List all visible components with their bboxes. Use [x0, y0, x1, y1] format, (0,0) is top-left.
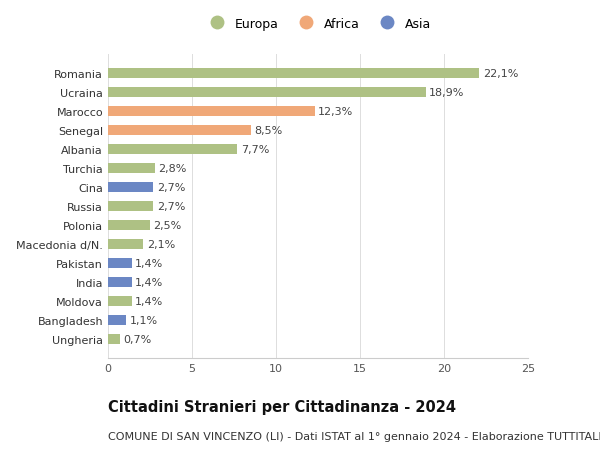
Text: 2,5%: 2,5%: [154, 220, 182, 230]
Text: 12,3%: 12,3%: [318, 107, 353, 117]
Bar: [108, 126, 251, 136]
Bar: [108, 202, 154, 212]
Text: 0,7%: 0,7%: [123, 334, 151, 344]
Text: Cittadini Stranieri per Cittadinanza - 2024: Cittadini Stranieri per Cittadinanza - 2…: [108, 399, 456, 414]
Text: 8,5%: 8,5%: [254, 126, 283, 136]
Bar: [108, 239, 143, 250]
Text: 2,7%: 2,7%: [157, 202, 185, 212]
Text: 2,8%: 2,8%: [158, 164, 187, 174]
Text: 18,9%: 18,9%: [429, 88, 464, 98]
Bar: [108, 182, 154, 193]
Text: 1,4%: 1,4%: [135, 277, 163, 287]
Text: 7,7%: 7,7%: [241, 145, 269, 155]
Bar: [108, 69, 479, 79]
Bar: [108, 88, 425, 98]
Text: 2,1%: 2,1%: [146, 240, 175, 249]
Bar: [108, 258, 131, 269]
Text: 1,4%: 1,4%: [135, 258, 163, 269]
Bar: [108, 163, 155, 174]
Text: 2,7%: 2,7%: [157, 183, 185, 193]
Bar: [108, 334, 120, 344]
Bar: [108, 315, 127, 325]
Text: 22,1%: 22,1%: [482, 69, 518, 79]
Text: 1,1%: 1,1%: [130, 315, 158, 325]
Legend: Europa, Africa, Asia: Europa, Africa, Asia: [200, 13, 436, 36]
Bar: [108, 106, 314, 117]
Bar: [108, 220, 150, 231]
Text: 1,4%: 1,4%: [135, 296, 163, 306]
Bar: [108, 277, 131, 287]
Bar: [108, 296, 131, 307]
Text: COMUNE DI SAN VINCENZO (LI) - Dati ISTAT al 1° gennaio 2024 - Elaborazione TUTTI: COMUNE DI SAN VINCENZO (LI) - Dati ISTAT…: [108, 431, 600, 442]
Bar: [108, 145, 238, 155]
